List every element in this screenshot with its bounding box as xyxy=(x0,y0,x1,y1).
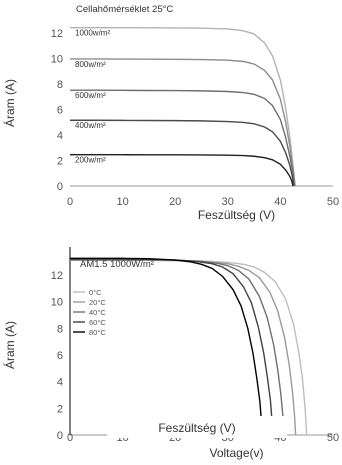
y-tick-label: 10 xyxy=(51,297,63,309)
series-line xyxy=(70,154,294,187)
series-line xyxy=(70,257,264,436)
chart-annotation: Cellahőmérséklet 25°C xyxy=(76,4,173,15)
y-tick-label: 6 xyxy=(57,350,63,362)
series-line xyxy=(70,259,297,436)
x-axis-label: Feszültség (V) xyxy=(198,208,275,222)
series-label: 400w/m² xyxy=(75,121,106,130)
x-tick-label: 0 xyxy=(67,196,73,208)
series-line xyxy=(70,58,296,187)
series-line xyxy=(70,89,295,187)
series-label: 1000w/m² xyxy=(75,29,110,38)
x-axis-label: Voltage(v) xyxy=(209,446,263,460)
series-label: 800w/m² xyxy=(75,60,106,69)
x-tick-label: 50 xyxy=(327,432,339,444)
series-label: 600w/m² xyxy=(75,91,106,100)
y-tick-label: 0 xyxy=(57,181,63,193)
x-tick-label: 50 xyxy=(327,196,339,208)
series-line xyxy=(70,26,296,187)
legend-entry: 60°C xyxy=(89,318,106,327)
y-axis-label: Áram (A) xyxy=(2,79,17,127)
x-tick-label: 10 xyxy=(116,196,128,208)
y-tick-label: 2 xyxy=(57,155,63,167)
chart-1: 0 2 4 6 8 10 12 0 10 20 30 40 50 1000w/m² 800w/m² 600w/… xyxy=(2,4,339,222)
y-tick-label: 10 xyxy=(51,53,63,65)
x-tick-label: 40 xyxy=(274,196,286,208)
legend-entry: 0°C xyxy=(89,288,102,297)
legend-entry: 20°C xyxy=(89,298,106,307)
y-tick-label: 4 xyxy=(57,377,63,389)
y-tick-label: 8 xyxy=(57,79,63,91)
legend-entry: 40°C xyxy=(89,308,106,317)
y-tick-label: 12 xyxy=(51,28,63,40)
overlay-caption-box xyxy=(107,416,287,438)
series-label: 200w/m² xyxy=(75,156,106,165)
x-tick-label: 0 xyxy=(67,432,73,444)
y-axis-label: Áram (A) xyxy=(2,321,17,369)
chart-2: 024681012010203040500°C20°C40°C60°C80°CA… xyxy=(2,247,339,460)
y-tick-label: 8 xyxy=(57,323,63,335)
y-tick-label: 2 xyxy=(57,403,63,415)
x-tick-label: 20 xyxy=(169,196,181,208)
y-tick-label: 12 xyxy=(51,270,63,282)
series-line xyxy=(70,119,295,187)
y-tick-label: 4 xyxy=(57,130,63,142)
x-tick-label: 30 xyxy=(222,196,234,208)
series-line xyxy=(70,258,274,436)
overlay-x-axis-label: Feszültség (V) xyxy=(158,421,235,435)
y-tick-label: 6 xyxy=(57,104,63,116)
y-tick-label: 0 xyxy=(57,430,63,442)
chart-annotation: AM1.5 1000W/m² xyxy=(80,259,154,270)
legend-entry: 80°C xyxy=(89,328,106,337)
